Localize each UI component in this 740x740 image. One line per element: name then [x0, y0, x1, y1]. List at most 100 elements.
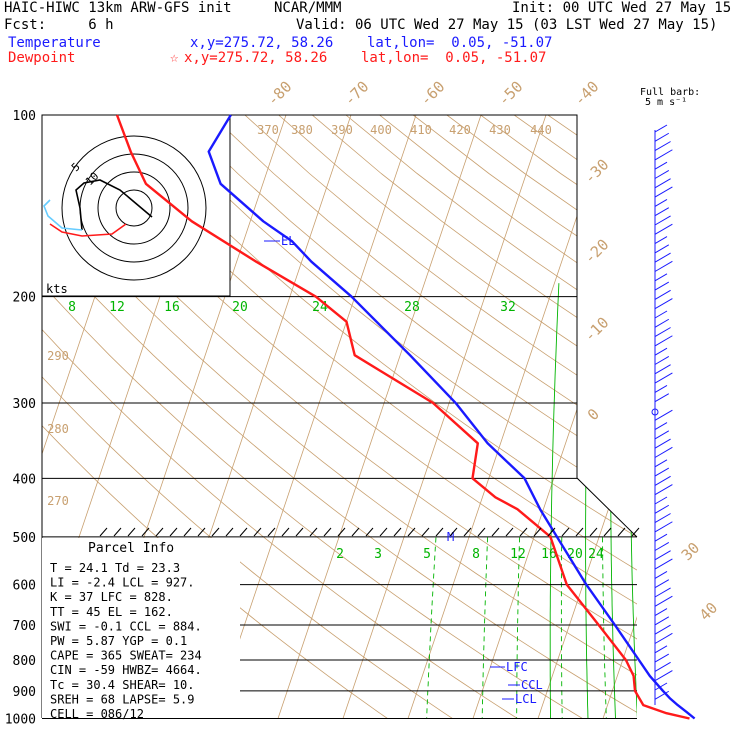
wind-barb	[654, 384, 668, 393]
isobar-tick-mark	[267, 527, 276, 537]
wind-barb	[654, 223, 673, 235]
isobar-tick-mark	[631, 527, 640, 537]
wind-barb	[654, 446, 673, 458]
dry-adiabat-line	[76, 115, 637, 718]
isotherm-label: -60	[417, 78, 449, 110]
wind-barb	[654, 513, 671, 524]
dry-adiabat-line	[581, 115, 637, 718]
wind-barb	[654, 475, 671, 486]
mixing-ratio-label: 5	[423, 547, 431, 562]
wind-barb	[654, 335, 673, 347]
wind-barb	[654, 645, 668, 654]
dry-adiabat-line	[42, 115, 637, 718]
saturated-adiabat-line	[681, 283, 699, 731]
dry-adiabat-line	[143, 115, 637, 718]
hodograph-ring	[61, 135, 207, 281]
pressure-tick-label: 700	[13, 619, 36, 634]
isobar-tick-mark	[337, 527, 346, 537]
isobar-tick-mark	[365, 527, 374, 537]
isotherm-label: -80	[264, 78, 296, 110]
wind-barb	[654, 198, 668, 207]
isobar-tick-mark	[281, 527, 290, 537]
mixing-ratio-label: 24	[588, 547, 604, 562]
isotherm-line	[537, 115, 637, 718]
hodograph-ring	[97, 171, 171, 245]
wind-barb	[654, 298, 673, 310]
mixing-ratio-label: 16	[164, 300, 180, 315]
wind-barb	[654, 624, 671, 635]
parcel-info-row: CIN = -59 HWBZ= 4664.	[50, 663, 202, 677]
isobar-tick-mark	[239, 527, 248, 537]
isotherm-line	[407, 115, 612, 718]
isobar-tick-mark	[225, 527, 234, 537]
parcel-info-row: T = 24.1 Td = 23.3	[50, 561, 180, 575]
isotherm-line	[472, 115, 637, 718]
saturated-adiabat-line	[629, 283, 637, 718]
wind-barb	[654, 542, 670, 551]
wind-barb	[654, 682, 668, 691]
isobar-tick-mark	[393, 527, 402, 537]
wind-barb	[654, 244, 670, 254]
wind-barb	[654, 484, 673, 496]
isobar-tick-mark	[547, 527, 556, 537]
dewpoint-profile	[115, 114, 690, 720]
isobar-tick-mark	[575, 527, 584, 537]
mixing-ratio-label: 32	[500, 300, 516, 315]
isobar-tick-mark	[421, 527, 430, 537]
wind-barb	[654, 252, 671, 263]
mixing-ratio-label: 8	[472, 547, 480, 562]
pressure-tick-label: 1000	[5, 713, 36, 728]
isotherm-label: -20	[581, 236, 613, 268]
parcel-info-row: SWI = -0.1 CCL = 884.	[50, 619, 202, 633]
wind-barb-column: Full barb:5 m s⁻¹	[640, 87, 700, 705]
wind-barb	[654, 347, 668, 356]
isotherm-label: 30	[678, 539, 704, 565]
wind-barb	[654, 186, 673, 198]
theta-label: 380	[291, 123, 313, 137]
dry-adiabat-line	[716, 115, 740, 731]
isobar-tick-mark	[519, 527, 528, 537]
dry-adiabat-line	[42, 115, 605, 718]
hodograph-units: kts	[46, 282, 68, 296]
isotherm-label: -50	[495, 78, 527, 110]
wind-barb	[654, 409, 673, 421]
mixing-ratio-label: 16	[541, 547, 557, 562]
dry-adiabat-line	[379, 115, 637, 718]
wind-barb	[654, 690, 670, 700]
isobar-tick-mark	[127, 527, 136, 537]
pressure-tick-label: 400	[13, 472, 36, 487]
mixing-ratio-line	[425, 536, 437, 718]
wind-barb	[654, 236, 668, 245]
mixing-ratio-label: 12	[109, 300, 125, 315]
theta-label: 440	[530, 123, 552, 137]
isobar-tick-mark	[183, 527, 192, 537]
dry-adiabat-line	[446, 115, 637, 718]
dry-adiabat-line	[244, 115, 637, 718]
wind-barb	[654, 149, 673, 161]
wind-barb	[654, 170, 670, 179]
mixing-ratio-label: 8	[68, 300, 76, 315]
wind-barb	[654, 207, 670, 217]
parcel-info-row: PW = 5.87 YGP = 0.1	[50, 634, 187, 648]
wind-barb	[654, 327, 671, 338]
pressure-tick-label: 300	[13, 397, 36, 412]
isobar-tick-mark	[449, 527, 458, 537]
wind-barb	[654, 161, 668, 170]
wind-barb	[654, 273, 668, 282]
isobar-tick-mark	[379, 527, 388, 537]
wind-barb	[654, 356, 670, 365]
wind-barb	[654, 393, 670, 403]
theta-label: 410	[410, 123, 432, 137]
dry-adiabat-line	[683, 115, 740, 731]
dry-adiabat-line	[513, 115, 637, 718]
wind-barb	[654, 550, 671, 561]
pressure-tick-label: 100	[13, 109, 36, 124]
temperature-location: x,y=275.72, 58.26 lat,lon= 0.05, -51.07	[190, 35, 553, 51]
theta-label: 390	[331, 123, 353, 137]
org-label: NCAR/MMM	[274, 0, 342, 16]
isobar-tick-mark	[197, 527, 206, 537]
wind-barb	[654, 521, 673, 533]
wind-barb	[654, 504, 670, 514]
wind-barb	[654, 260, 673, 272]
wind-barb	[654, 496, 668, 505]
